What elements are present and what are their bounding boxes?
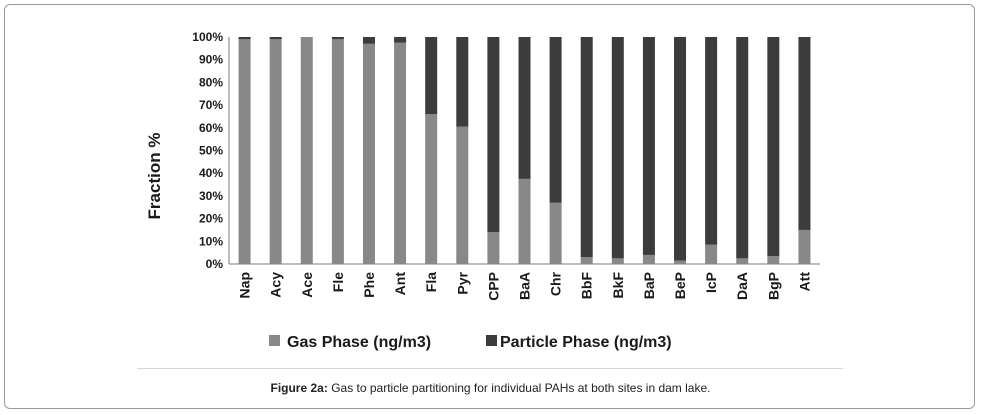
bar-particle-phase-nap: [238, 37, 251, 40]
y-tick-label: 20%: [199, 212, 223, 226]
x-tick-label-acy: Acy: [268, 272, 284, 298]
legend-label-particle: Particle Phase (ng/m3): [500, 334, 672, 351]
x-tick-label-att: Att: [796, 272, 812, 292]
x-tick-label-phe: Phe: [361, 272, 377, 298]
bar-gas-phase-daa: [736, 258, 749, 264]
bar-gas-phase-fle: [331, 39, 344, 264]
bar-gas-phase-ant: [394, 42, 407, 264]
x-tick-label-bbf: BbF: [579, 272, 595, 300]
bar-particle-phase-bbf: [580, 37, 593, 258]
y-tick-label: 60%: [199, 121, 223, 135]
bar-gas-phase-att: [798, 229, 811, 264]
bar-gas-phase-cpp: [487, 232, 500, 264]
caption-text: Gas to particle partitioning for individ…: [331, 381, 711, 395]
bar-particle-phase-ant: [394, 37, 407, 43]
bar-gas-phase-baa: [518, 178, 531, 264]
bar-particle-phase-att: [798, 37, 811, 230]
caption-label: Figure 2a:: [270, 381, 328, 395]
x-tick-label-ace: Ace: [299, 272, 315, 298]
x-tick-label-cpp: CPP: [485, 272, 501, 301]
x-tick-label-chr: Chr: [548, 271, 564, 296]
caption-separator: [137, 368, 843, 369]
bar-particle-phase-bkf: [611, 37, 624, 259]
figure-caption: Figure 2a: Gas to particle partitioning …: [0, 381, 981, 395]
bar-gas-phase-bgp: [767, 256, 780, 264]
x-tick-label-fla: Fla: [423, 272, 439, 292]
x-tick-label-ant: Ant: [392, 272, 408, 296]
bar-gas-phase-fla: [425, 114, 438, 265]
y-tick-label: 30%: [199, 189, 223, 203]
bar-gas-phase-bap: [642, 254, 655, 264]
bar-gas-phase-phe: [362, 43, 375, 265]
y-tick-labels: 0% 10% 20% 30% 40% 50% 60% 70% 80% 90% 100%: [192, 30, 223, 271]
y-tick-label: 10%: [199, 234, 223, 248]
bar-particle-phase-bgp: [767, 37, 780, 257]
bar-gas-phase-pyr: [456, 126, 469, 264]
x-tick-label-bkf: BkF: [610, 272, 626, 299]
bar-particle-phase-bep: [674, 37, 687, 261]
bar-particle-phase-acy: [269, 37, 282, 40]
bar-gas-phase-bep: [674, 260, 687, 264]
x-tick-label-pyr: Pyr: [454, 271, 470, 294]
y-tick-label: 80%: [199, 75, 223, 89]
bar-gas-phase-acy: [269, 39, 282, 264]
legend-swatch-gas: [269, 335, 280, 346]
bar-particle-phase-bap: [642, 37, 655, 255]
x-tick-label-icp: IcP: [703, 272, 719, 293]
legend: Gas Phase (ng/m3) Particle Phase (ng/m3): [269, 334, 672, 351]
stacked-bar-chart: 0% 10% 20% 30% 40% 50% 60% 70% 80% 90% 100% Nap Acy…: [145, 30, 820, 351]
bar-particle-phase-fle: [331, 37, 344, 40]
bar-particle-phase-pyr: [456, 37, 469, 127]
legend-swatch-particle: [486, 335, 497, 346]
bar-gas-phase-icp: [705, 244, 718, 264]
bar-gas-phase-bbf: [580, 257, 593, 264]
x-tick-label-bep: BeP: [672, 272, 688, 299]
y-tick-label: 70%: [199, 98, 223, 112]
y-tick-label: 0%: [206, 257, 224, 271]
bar-particle-phase-phe: [362, 37, 375, 44]
x-tick-label-fle: Fle: [330, 272, 346, 292]
bar-particle-phase-chr: [549, 37, 562, 203]
bar-gas-phase-bkf: [611, 258, 624, 264]
bar-particle-phase-fla: [425, 37, 438, 115]
bar-particle-phase-baa: [518, 37, 531, 179]
x-tick-label-baa: BaA: [517, 272, 533, 300]
x-tick-label-daa: DaA: [734, 272, 750, 300]
y-tick-label: 90%: [199, 53, 223, 67]
bar-gas-phase-chr: [549, 202, 562, 264]
y-axis-label: Fraction %: [145, 133, 164, 220]
x-tick-label-bap: BaP: [641, 272, 657, 299]
y-tick-label: 100%: [192, 30, 223, 44]
bars: [238, 37, 811, 265]
bar-particle-phase-daa: [736, 37, 749, 259]
bar-particle-phase-icp: [705, 37, 718, 245]
bar-gas-phase-nap: [238, 39, 251, 264]
legend-label-gas: Gas Phase (ng/m3): [287, 334, 431, 351]
x-tick-labels: Nap Acy Ace Fle Phe Ant Fla Pyr CPP BaA Chr BbF BkF B…: [237, 271, 813, 300]
bar-gas-phase-ace: [300, 37, 313, 264]
y-tick-label: 50%: [199, 144, 223, 158]
x-tick-label-nap: Nap: [237, 272, 253, 298]
y-tick-label: 40%: [199, 166, 223, 180]
bar-particle-phase-cpp: [487, 37, 500, 233]
x-tick-label-bgp: BgP: [765, 272, 781, 300]
